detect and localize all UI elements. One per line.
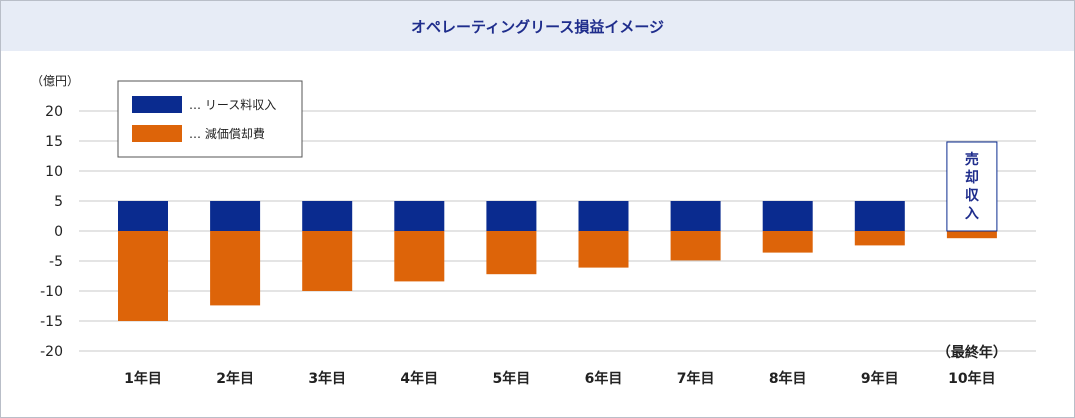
- bar-lease-income: [394, 201, 445, 231]
- x-category-label: 2年目: [216, 370, 254, 387]
- bar-depreciation: [486, 231, 537, 275]
- bar-depreciation: [670, 231, 721, 261]
- x-category-label: 6年目: [585, 370, 623, 387]
- y-tick-label: 20: [45, 104, 63, 120]
- bar-depreciation: [210, 231, 261, 306]
- x-category-label: 9年目: [861, 370, 899, 387]
- x-category-note: （最終年）: [937, 344, 1007, 361]
- sale-income-label-char: 収: [965, 187, 980, 204]
- y-tick-label: -5: [49, 254, 63, 270]
- bar-depreciation: [394, 231, 445, 282]
- bar-depreciation: [762, 231, 813, 253]
- legend-label-depreciation: … 減価償却費: [189, 126, 265, 141]
- y-tick-label: 5: [54, 194, 63, 210]
- legend-swatch-lease-income: [132, 96, 182, 113]
- bar-depreciation: [302, 231, 353, 291]
- bar-lease-income: [578, 201, 629, 231]
- bar-lease-income: [210, 201, 261, 231]
- legend-swatch-depreciation: [132, 125, 182, 142]
- bar-lease-income: [762, 201, 813, 231]
- bar-depreciation: [946, 231, 997, 239]
- x-category-label: 4年目: [400, 370, 438, 387]
- bar-depreciation: [118, 231, 168, 321]
- x-category-label: 7年目: [677, 370, 715, 387]
- y-tick-label: 15: [45, 134, 63, 150]
- legend-label-lease-income: … リース料収入: [189, 98, 276, 112]
- x-category-label: 5年目: [493, 370, 531, 387]
- y-tick-label: -10: [40, 284, 63, 300]
- bar-lease-income: [670, 201, 721, 231]
- legend-box: [117, 80, 303, 158]
- bar-lease-income: [486, 201, 537, 231]
- title-bar: オペレーティングリース損益イメージ: [1, 1, 1074, 51]
- bar-lease-income: [118, 201, 168, 231]
- sale-income-box: [946, 141, 998, 232]
- bar-lease-income: [302, 201, 353, 231]
- y-tick-label: 0: [54, 224, 63, 240]
- bar-depreciation: [854, 231, 905, 246]
- sale-income-label-char: 入: [965, 206, 979, 222]
- sale-income-label-char: 却: [965, 169, 979, 186]
- sale-income-label-char: 売: [965, 151, 979, 168]
- chart-title: オペレーティングリース損益イメージ: [410, 17, 665, 36]
- bar-lease-income: [854, 201, 905, 231]
- x-category-label: 8年目: [769, 370, 807, 387]
- y-axis-unit-label: （億円）: [31, 74, 79, 88]
- x-category-label: 10年目: [948, 370, 995, 387]
- y-tick-label: 10: [45, 164, 63, 180]
- x-category-label: 1年目: [124, 370, 162, 387]
- x-category-label: 3年目: [308, 370, 346, 387]
- bar-depreciation: [578, 231, 629, 268]
- y-tick-label: -15: [40, 314, 63, 330]
- y-tick-label: -20: [40, 344, 63, 360]
